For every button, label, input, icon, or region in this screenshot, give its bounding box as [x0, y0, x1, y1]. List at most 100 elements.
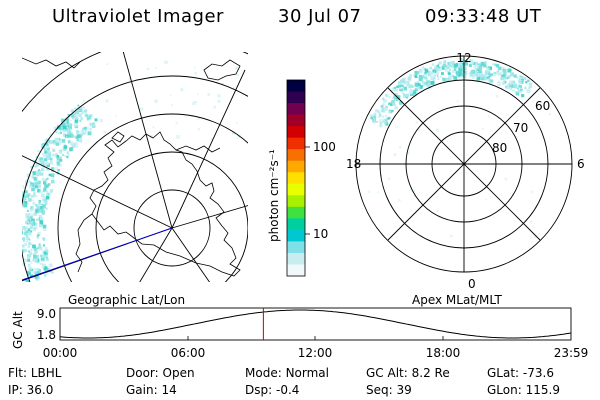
param-dsp-label: Dsp: — [245, 383, 273, 397]
aurora-pixel — [74, 107, 77, 110]
aurora-pixel — [30, 181, 33, 185]
aurora-pixel — [32, 227, 37, 231]
aurora-pixel — [46, 177, 49, 181]
aurora-pixel — [27, 228, 31, 231]
colorbar-gradient — [287, 80, 305, 277]
aurora-pixel — [43, 160, 46, 163]
param-seq: Seq: 39 — [366, 383, 412, 397]
aurora-pixel — [30, 274, 34, 278]
colorbar-tick-10: 10 — [313, 227, 328, 241]
aurora-pixel — [26, 219, 29, 222]
aurora-pixel — [28, 232, 32, 236]
aurora-pixel — [469, 70, 473, 73]
aurora-pixel — [54, 137, 58, 141]
aurora-pixel — [140, 107, 144, 111]
aurora-pixel — [57, 125, 60, 128]
aurora-pixel — [445, 64, 450, 69]
aurora-pixel — [18, 205, 21, 208]
aurora-pixel — [22, 222, 23, 226]
aurora-pixel — [465, 68, 467, 71]
aurora-pixel — [519, 90, 522, 94]
aurora-pixel — [213, 105, 217, 109]
aurora-pixel — [442, 63, 447, 68]
aurora-pixel — [34, 185, 38, 188]
aurora-pixel — [400, 79, 404, 84]
aurora-pixel — [16, 223, 18, 225]
aurora-pixel — [509, 83, 512, 86]
aurora-pixel — [89, 122, 94, 127]
aurora-pixel — [402, 92, 405, 95]
aurora-pixel — [34, 258, 38, 263]
colorbar-step — [287, 114, 305, 127]
aurora-pixel — [68, 123, 72, 127]
aurora-pixel — [394, 93, 398, 97]
aurora-pixel — [548, 113, 551, 116]
param-dsp-value: -0.4 — [275, 383, 300, 397]
aurora-pixel — [413, 89, 417, 94]
aurora-pixel — [435, 128, 439, 132]
aurora-pixel — [453, 76, 458, 80]
aurora-pixel — [453, 68, 457, 72]
aurora-pixel — [32, 244, 36, 249]
aurora-pixel — [28, 219, 31, 222]
aurora-pixel — [37, 189, 41, 193]
aurora-pixel — [494, 63, 497, 67]
aurora-pixel — [44, 247, 48, 251]
aurora-pixel — [447, 62, 450, 65]
aurora-pixel — [22, 237, 26, 241]
aurora-pixel — [39, 157, 43, 161]
peninsula-coastline — [75, 213, 93, 273]
timeline-xtick-1800: 18:00 — [426, 346, 461, 360]
aurora-pixel — [18, 251, 21, 254]
aurora-pixel — [175, 122, 178, 125]
aurora-pixel — [46, 138, 49, 141]
mlat-label-80: 80 — [492, 141, 507, 155]
aurora-pixel — [42, 263, 46, 268]
aurora-pixel — [43, 251, 47, 255]
aurora-pixel — [66, 124, 70, 128]
aurora-pixel — [92, 124, 96, 128]
aurora-pixel — [103, 130, 107, 134]
aurora-pixel — [443, 60, 447, 64]
aurora-pixel — [41, 163, 46, 167]
aurora-pixel — [388, 102, 392, 106]
aurora-pixel — [28, 213, 30, 215]
aurora-pixel — [414, 82, 419, 87]
aurora-pixel — [35, 195, 38, 197]
aurora-pixel — [35, 155, 38, 158]
aurora-pixel — [30, 194, 34, 198]
aurora-pixel — [37, 172, 41, 176]
aurora-pixel — [424, 76, 428, 80]
aurora-pixel — [376, 121, 378, 123]
aurora-pixel — [39, 190, 43, 194]
aurora-pixel — [194, 100, 198, 104]
mlat-label-60: 60 — [535, 99, 550, 113]
mlat-label-70: 70 — [513, 121, 528, 135]
aurora-pixel — [32, 220, 34, 223]
aurora-pixel — [76, 133, 79, 135]
aurora-pixel — [440, 75, 442, 78]
aurora-pixel — [470, 74, 472, 77]
aurora-pixel — [517, 77, 522, 81]
aurora-pixel — [379, 114, 382, 117]
aurora-pixel — [444, 68, 449, 72]
aurora-pixel — [65, 123, 69, 126]
aurora-pixel — [515, 123, 518, 126]
aurora-pixel — [496, 94, 499, 98]
left-map-caption: Geographic Lat/Lon — [68, 293, 185, 307]
aurora-pixel — [65, 117, 70, 122]
aurora-pixel — [529, 85, 532, 89]
aurora-pixel — [44, 249, 49, 254]
aurora-pixel — [520, 78, 524, 82]
aurora-pixel — [418, 71, 421, 74]
aurora-pixel — [41, 257, 46, 262]
aurora-pixel — [394, 88, 398, 92]
aurora-pixel — [46, 163, 51, 168]
aurora-pixel — [500, 66, 505, 71]
aurora-pixel — [51, 271, 54, 274]
aurora-pixel — [41, 198, 45, 202]
aurora-pixel — [468, 59, 472, 63]
aurora-pixel — [377, 191, 379, 194]
aurora-pixel — [25, 230, 29, 233]
aurora-pixel — [84, 113, 88, 117]
